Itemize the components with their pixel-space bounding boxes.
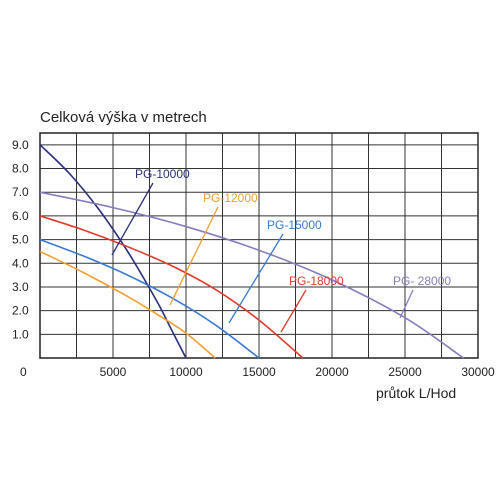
x-tick-label: 10000 [169,365,203,379]
series-label: PG- 28000 [393,274,451,288]
series-line-pg12000 [39,250,216,359]
y-tick-label: 9.0 [12,138,29,152]
series-leader-line [228,233,284,324]
y-tick-label: 6.0 [12,209,29,223]
series-label: PG-18000 [289,274,344,288]
x-axis-title: průtok L/Hod [376,385,456,401]
series-line-pg10000 [39,144,187,359]
x-tick-label: 15000 [242,365,276,379]
series-line-pg15000 [39,238,260,359]
series-line-pg18000 [39,215,304,359]
series-leader-line [399,289,414,319]
y-tick-label: 1.0 [12,327,29,341]
chart-title: Celková výška v metrech [40,109,207,126]
y-tick-label: 3.0 [12,280,29,294]
y-tick-label: 2.0 [12,304,29,318]
x-tick-label: 25000 [388,365,422,379]
x-tick-label: 20000 [315,365,349,379]
x-tick-label: 5000 [100,365,127,379]
series-leader-line [169,206,219,306]
x-tick-label: 30000 [461,365,495,379]
series-label: PG-15000 [267,218,322,232]
grid [39,132,479,359]
series-label: PG-12000 [203,191,258,205]
y-tick-label: 4.0 [12,256,29,270]
x-tick-label: 0 [20,365,27,379]
tick-labels: 1.0 2.0 3.0 4.0 5.0 6.0 7.0 8.0 9.0 0 5000 10000 150… [12,138,495,379]
series-layer [39,144,464,359]
series-leader-line [111,182,154,256]
y-tick-label: 5.0 [12,233,29,247]
y-tick-label: 7.0 [12,185,29,199]
series-leader-line [280,289,307,333]
series-label: PG-10000 [135,167,190,181]
series-label-layer: PG-10000 PG-12000 PG-15000 PG-18000 PG- 2800… [111,167,451,333]
series-line-pg28000 [39,191,464,359]
y-tick-label: 8.0 [12,162,29,176]
